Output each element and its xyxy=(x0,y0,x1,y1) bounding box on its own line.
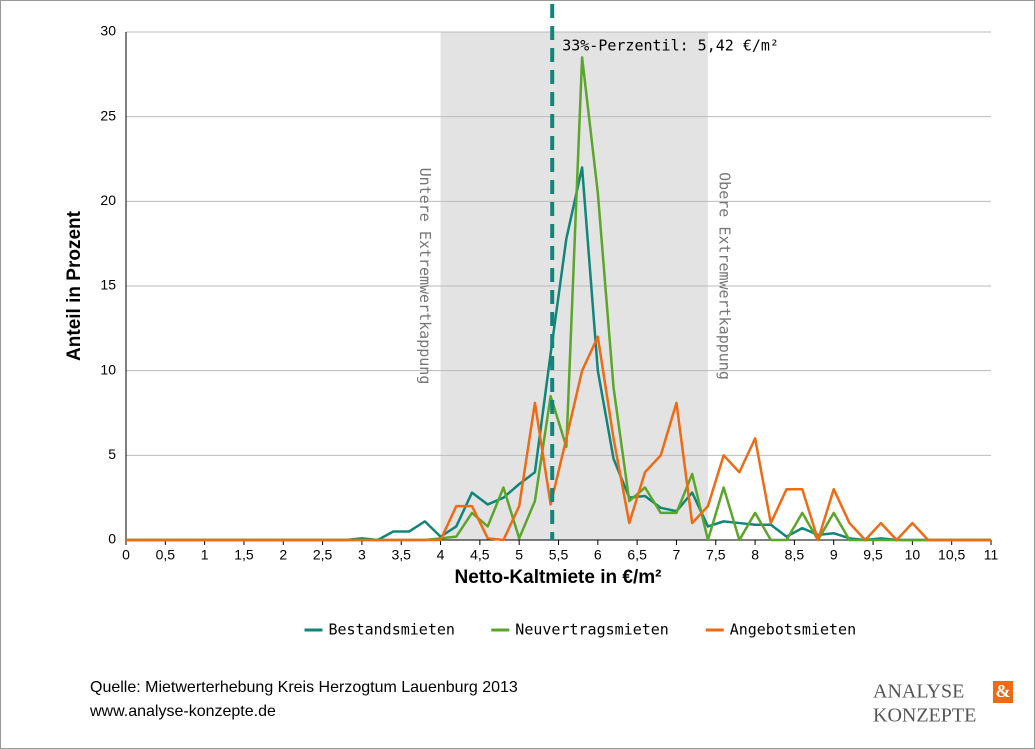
x-tick-label: 0,5 xyxy=(156,547,176,563)
y-tick-label: 25 xyxy=(100,107,116,123)
x-tick-label: 6,5 xyxy=(627,547,647,563)
logo-box xyxy=(993,681,1013,703)
annotation: Obere Extremwertkappung xyxy=(715,172,733,380)
logo-text: ANALYSE xyxy=(873,681,964,703)
y-tick-label: 20 xyxy=(100,192,116,208)
x-tick-label: 2 xyxy=(279,547,287,563)
legend-label: Neuvertragsmieten xyxy=(515,621,669,639)
x-tick-label: 8,5 xyxy=(785,547,805,563)
x-tick-label: 4 xyxy=(437,547,445,563)
series-line xyxy=(126,335,991,542)
x-tick-label: 1,5 xyxy=(234,547,254,563)
x-tick-label: 6 xyxy=(594,547,602,563)
x-tick-label: 7 xyxy=(673,547,681,563)
x-tick-label: 11 xyxy=(984,547,999,563)
x-tick-label: 8 xyxy=(751,547,759,563)
x-axis-label: Netto-Kaltmiete in €/m² xyxy=(455,567,662,588)
x-tick-label: 3,5 xyxy=(391,547,411,563)
y-tick-label: 5 xyxy=(108,446,116,462)
x-tick-label: 2,5 xyxy=(313,547,333,563)
source: Quelle: Mietwerterhebung Kreis Herzogtum… xyxy=(90,679,518,696)
legend-label: Angebotsmieten xyxy=(730,621,856,639)
annotation: Untere Extremwertkappung xyxy=(416,168,434,385)
logo-text: KONZEPTE xyxy=(873,705,976,727)
x-tick-label: 5 xyxy=(515,547,523,563)
y-tick-label: 0 xyxy=(108,531,116,547)
x-tick-label: 9,5 xyxy=(863,547,883,563)
x-tick-label: 1 xyxy=(201,547,209,563)
y-tick-label: 10 xyxy=(100,361,116,377)
x-tick-label: 3 xyxy=(358,547,366,563)
logo-text: & xyxy=(996,681,1011,701)
x-tick-label: 5,5 xyxy=(549,547,569,563)
y-axis-label: Anteil in Prozent xyxy=(64,210,85,361)
x-tick-label: 4,5 xyxy=(470,547,490,563)
y-tick-label: 30 xyxy=(100,23,116,39)
url: www.analyse-konzepte.de xyxy=(89,703,276,720)
x-tick-label: 10,5 xyxy=(938,547,965,563)
reference-label: 33%-Perzentil: 5,42 €/m² xyxy=(562,37,779,55)
x-tick-label: 9 xyxy=(830,547,838,563)
y-tick-label: 15 xyxy=(100,277,116,293)
x-tick-label: 7,5 xyxy=(706,547,726,563)
x-tick-label: 0 xyxy=(122,547,130,563)
legend-label: Bestandsmieten xyxy=(329,621,455,639)
legend: Bestandsmieten Neuvertragsmieten Angebotsm… xyxy=(304,621,856,639)
x-tick-label: 10 xyxy=(905,547,921,563)
